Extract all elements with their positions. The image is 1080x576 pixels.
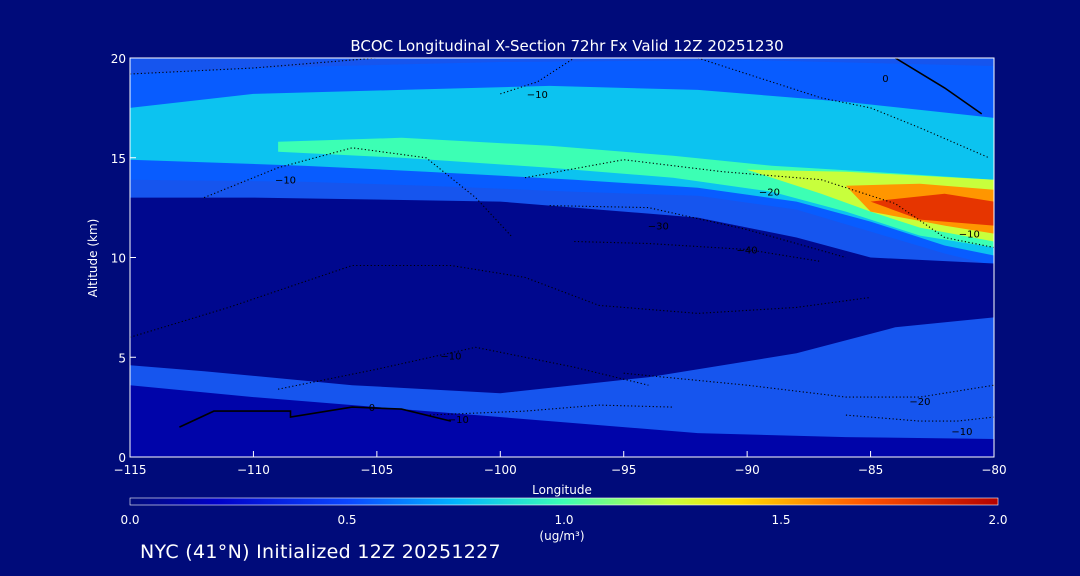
colorbar-units: (ug/m³) <box>539 529 584 543</box>
concentration-band-6 <box>870 193 994 226</box>
init-caption: NYC (41°N) Initialized 12Z 20251227 <box>140 541 501 563</box>
contour-line-7 <box>524 159 994 249</box>
contour-line-10 <box>130 264 871 338</box>
y-tick-label: 15 <box>111 152 126 166</box>
colorbar-tick-label: 0.5 <box>337 513 356 527</box>
x-tick-label: −100 <box>484 463 517 477</box>
x-axis-label: Longitude <box>532 483 592 497</box>
contour-line-2 <box>179 406 452 428</box>
colorbar-tick-label: 0.0 <box>120 513 139 527</box>
contour-label-5: −40 <box>737 246 758 257</box>
concentration-band-2 <box>130 85 994 256</box>
y-tick-label: 20 <box>111 52 126 66</box>
colorbar-tick-label: 2.0 <box>988 513 1007 527</box>
y-tick-label: 10 <box>111 252 126 266</box>
x-tick-label: −95 <box>611 463 636 477</box>
x-tick-label: −85 <box>858 463 883 477</box>
y-tick-label: 5 <box>118 351 126 365</box>
contour-label-2: −10 <box>275 176 296 187</box>
contour-label-1: −10 <box>527 90 548 101</box>
contour-line-13 <box>623 372 994 398</box>
contour-label-6: −10 <box>959 230 980 241</box>
chart-title: BCOC Longitudinal X-Section 72hr Fx Vali… <box>350 37 783 55</box>
contour-line-6 <box>697 58 990 159</box>
low-concentration-region-1 <box>130 197 994 394</box>
contour-label-8: −10 <box>951 427 972 438</box>
y-axis-label: Altitude (km) <box>86 219 100 298</box>
x-tick-label: −105 <box>360 463 393 477</box>
contour-line-3 <box>130 58 377 75</box>
y-tick-label: 0 <box>118 451 126 465</box>
low-concentration-region-2 <box>130 385 994 457</box>
colorbar-tick-label: 1.5 <box>771 513 790 527</box>
contour-label-7: −20 <box>909 397 930 408</box>
contour-label-12: 0 <box>882 74 888 85</box>
contour-line-14 <box>845 414 994 422</box>
x-tick-label: −80 <box>981 463 1006 477</box>
contour-label-3: −20 <box>759 188 780 199</box>
contour-line-11 <box>277 346 649 390</box>
contour-line-1 <box>894 58 983 115</box>
contour-label-4: −30 <box>648 222 669 233</box>
x-tick-label: −115 <box>114 463 147 477</box>
x-tick-label: −90 <box>734 463 759 477</box>
contour-line-9 <box>574 240 822 263</box>
contour-label-11: 0 <box>369 403 375 414</box>
colorbar <box>129 497 999 506</box>
x-tick-label: −110 <box>237 463 270 477</box>
contour-label-9: −10 <box>448 415 469 426</box>
colorbar-tick-label: 1.0 <box>554 513 573 527</box>
contour-label-10: −10 <box>440 351 461 362</box>
